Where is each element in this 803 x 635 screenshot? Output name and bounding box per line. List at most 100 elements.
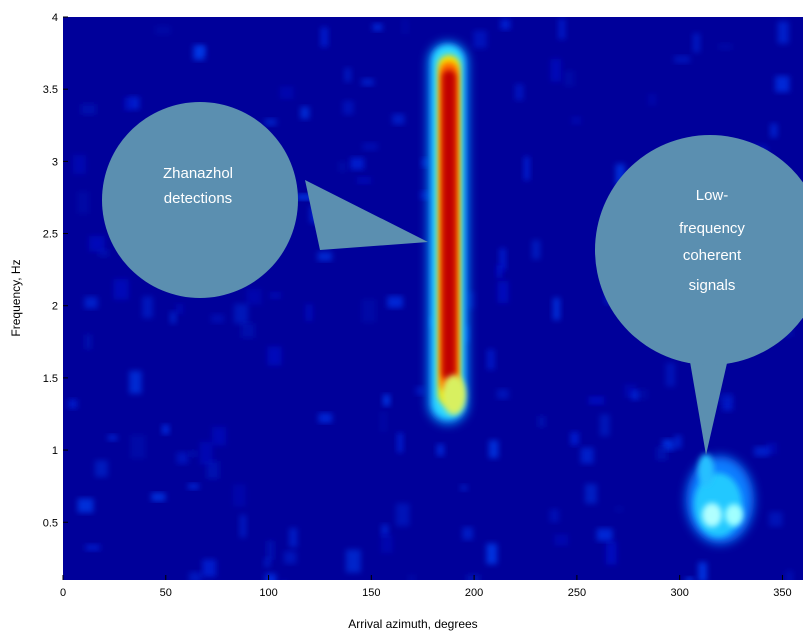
noise-speckle (85, 544, 100, 551)
noise-speckle (537, 415, 546, 428)
callout-low-frequency-bubble (595, 135, 803, 365)
noise-speckle (552, 297, 561, 321)
callout-low-frequency-line-2: frequency (679, 220, 745, 237)
noise-speckle (151, 492, 166, 502)
noise-speckle (486, 349, 495, 370)
noise-speckle (344, 67, 352, 82)
noise-speckle (202, 559, 217, 577)
noise-speckle (692, 33, 701, 53)
noise-speckle (395, 503, 410, 527)
noise-speckle (372, 23, 383, 32)
noise-speckle (588, 396, 604, 405)
callout-low-frequency-line-3: coherent (683, 247, 742, 264)
noise-speckle (188, 483, 199, 490)
y-tick-label: 2.5 (43, 229, 58, 241)
noise-speckle (599, 414, 610, 437)
y-axis: 0.5 1 1.5 2 2.5 3 3.5 4 (43, 12, 68, 529)
noise-speckle (685, 577, 694, 580)
x-tick-label: 0 (60, 587, 66, 599)
noise-speckle (280, 579, 288, 580)
noise-speckle (296, 194, 313, 201)
noise-speckle (486, 543, 498, 565)
noise-speckle (107, 434, 118, 441)
noise-speckle (656, 446, 668, 461)
noise-speckle (241, 323, 255, 338)
noise-speckle (466, 574, 481, 580)
noise-speckle (631, 390, 639, 401)
y-tick-label: 4 (52, 12, 58, 24)
noise-speckle (142, 296, 153, 319)
blob-lightcyan-2 (725, 504, 743, 526)
noise-speckle (648, 93, 657, 106)
noise-speckle (523, 156, 530, 181)
noise-speckle (665, 362, 676, 387)
noise-speckle (233, 484, 246, 507)
noise-speckle (361, 78, 374, 86)
noise-speckle (162, 424, 170, 435)
y-tick-label: 3.5 (43, 84, 58, 96)
noise-speckle (265, 573, 277, 580)
noise-speckle (716, 391, 732, 404)
noise-speckle (239, 514, 247, 538)
noise-speckle (584, 483, 597, 504)
noise-speckle (754, 446, 770, 457)
noise-speckle (770, 123, 778, 138)
callout-zhanazhol: Zhanazhol detections (102, 102, 428, 298)
noise-speckle (558, 18, 566, 40)
noise-speckle (320, 27, 329, 47)
noise-speckle (496, 389, 509, 399)
noise-speckle (317, 251, 332, 262)
x-tick-label: 100 (259, 587, 277, 599)
noise-speckle (234, 303, 249, 324)
x-tick-label: 350 (773, 587, 791, 599)
x-tick-label: 50 (160, 587, 172, 599)
callout-zhanazhol-bubble (102, 102, 298, 298)
noise-speckle (289, 528, 298, 548)
noise-speckle (176, 452, 189, 465)
noise-speckle (98, 249, 109, 257)
noise-speckle (113, 279, 129, 300)
noise-speckle (127, 96, 140, 110)
y-tick-label: 2 (52, 301, 58, 313)
noise-speckle (279, 86, 294, 99)
zhanazhol-detection-streak (428, 42, 468, 424)
y-tick-label: 1 (52, 445, 58, 457)
noise-speckle (269, 291, 281, 299)
noise-speckle (84, 334, 92, 350)
noise-speckle (571, 116, 581, 125)
noise-speckle (342, 100, 354, 115)
noise-speckle (421, 158, 429, 168)
noise-speckle (267, 346, 282, 366)
noise-speckle (362, 142, 378, 151)
noise-speckle (775, 76, 790, 93)
noise-speckle (662, 439, 674, 451)
noise-speckle (77, 498, 94, 513)
noise-speckle (397, 432, 404, 453)
noise-speckle (420, 190, 431, 200)
noise-speckle (786, 570, 793, 580)
noise-speckle (605, 541, 617, 565)
callout-low-frequency-pointer (688, 350, 730, 455)
blob-lightcyan (702, 503, 722, 527)
low-frequency-signal-blob (686, 454, 754, 544)
noise-speckle (580, 447, 594, 464)
noise-speckle (84, 296, 98, 309)
y-tick-label: 0.5 (43, 517, 58, 529)
noise-speckle (615, 506, 623, 513)
noise-speckle (129, 370, 142, 394)
callout-zhanazhol-line-2: detections (164, 190, 232, 207)
y-tick-label: 3 (52, 156, 58, 168)
noise-speckle (596, 528, 613, 542)
noise-speckle (89, 235, 105, 252)
noise-speckle (550, 58, 562, 82)
x-tick-label: 200 (465, 587, 483, 599)
noise-speckle (361, 299, 377, 323)
noise-speckle (350, 157, 365, 170)
noise-speckle (130, 435, 146, 459)
blob-upper-tail (698, 454, 714, 486)
noise-speckle (531, 240, 541, 260)
noise-speckle (402, 19, 409, 34)
noise-speckle (500, 18, 511, 30)
noise-speckle (549, 509, 560, 523)
noise-speckle (462, 527, 473, 540)
